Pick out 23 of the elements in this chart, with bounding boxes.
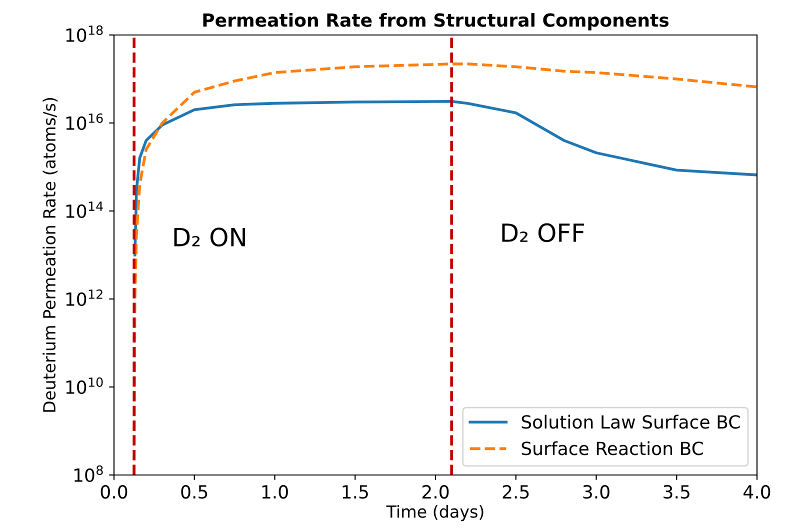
x-tick-label: 0.0 [100, 485, 128, 499]
x-tick-label: 2.0 [422, 485, 449, 499]
legend-label: Surface Reaction BC [522, 441, 704, 456]
y-axis-title: Deuterium Permeation Rate (atoms/s) [42, 98, 58, 412]
x-tick-label: 4.0 [744, 485, 770, 499]
x-tick-label: 3.5 [664, 485, 690, 499]
y-tick-label: 10$^{18}$ [66, 25, 103, 42]
y-tick-label: 10$^{16}$ [66, 113, 103, 130]
x-tick-label: 2.5 [502, 485, 529, 499]
y-tick-label: 10$^{12}$ [66, 289, 102, 306]
chart-title: Permeation Rate from Structural Components [203, 12, 669, 30]
y-tick-label: 10$^{8}$ [74, 465, 103, 482]
x-tick-label: 1.0 [262, 485, 288, 499]
annotation: D₂ OFF [502, 223, 584, 242]
x-tick-label: 0.5 [181, 485, 208, 499]
y-tick-label: 10$^{10}$ [66, 377, 103, 394]
line-series [134, 100, 757, 256]
y-tick-label: 10$^{14}$ [66, 202, 103, 218]
legend-label: Solution Law Surface BC [522, 414, 740, 429]
x-tick-label: 1.5 [342, 485, 368, 499]
x-tick-label: 3.0 [583, 485, 610, 499]
annotation: D₂ ON [174, 228, 246, 247]
x-axis-title: Time (days) [386, 504, 484, 522]
